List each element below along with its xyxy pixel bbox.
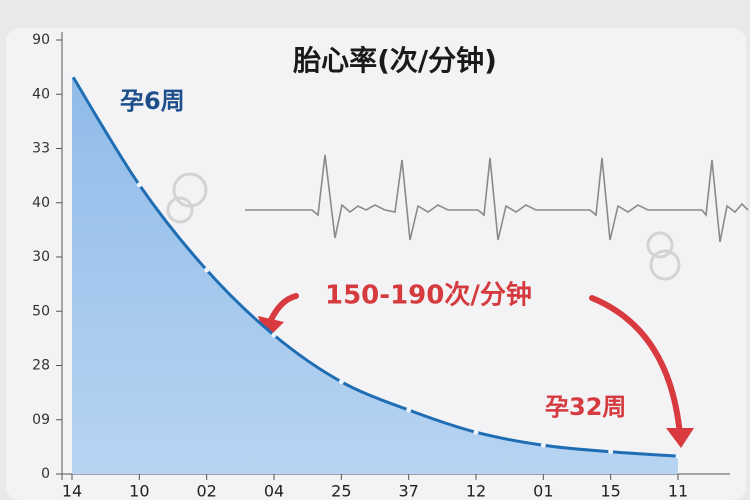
- area: [72, 75, 678, 474]
- x-tick-label: 04: [264, 482, 284, 500]
- y-tick-label: 30: [32, 249, 50, 265]
- annotation: 150-190次/分钟: [325, 280, 532, 311]
- x-tick-label: 14: [62, 482, 82, 500]
- y-tick-label: 0: [41, 466, 50, 482]
- x-tick-label: 11: [668, 482, 688, 500]
- x-tick-label: 10: [129, 482, 149, 500]
- annotation: 孕32周: [545, 393, 626, 421]
- chart-title: 胎心率(次/分钟): [293, 44, 497, 77]
- fetus-icon: [166, 172, 681, 281]
- point: [204, 267, 210, 273]
- x-tick-label: 02: [196, 482, 216, 500]
- point: [473, 429, 479, 435]
- point: [675, 453, 681, 459]
- point: [69, 72, 75, 78]
- arrow: [267, 293, 683, 438]
- line: [70, 74, 679, 458]
- x-tick-label: 01: [533, 482, 553, 500]
- x-tick-label: 15: [600, 482, 620, 500]
- ecg-trace: [245, 154, 749, 243]
- x-tick-label: 37: [398, 482, 418, 500]
- x-tick-label: 12: [466, 482, 486, 500]
- y-tick-label: 90: [32, 32, 50, 48]
- annotation: 孕6周: [120, 87, 185, 115]
- x-tick-label: 25: [331, 482, 351, 500]
- y-tick-label: 09: [32, 412, 50, 428]
- point: [271, 332, 277, 338]
- point: [608, 449, 614, 455]
- y-tick-label: 28: [32, 358, 50, 374]
- y-tick-label: 40: [32, 195, 50, 211]
- y-tick-label: 40: [32, 86, 50, 102]
- point: [136, 182, 142, 188]
- y-tick-label: 33: [32, 141, 50, 157]
- point: [540, 442, 546, 448]
- y-tick-label: 50: [32, 303, 50, 319]
- point: [338, 379, 344, 385]
- point: [406, 407, 412, 413]
